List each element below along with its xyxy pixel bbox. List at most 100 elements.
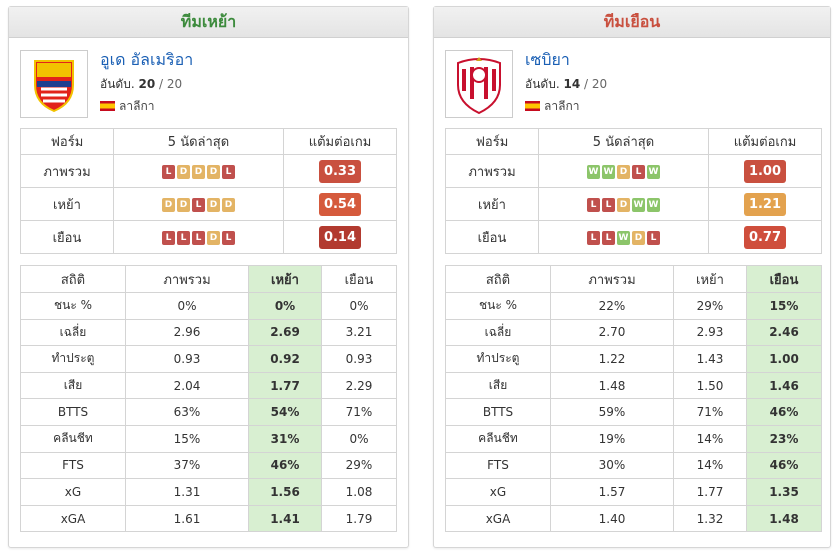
stat-value: 2.70 [550,318,674,347]
stat-value: 2.96 [125,318,249,347]
form-badge: W [617,231,630,245]
ppg-badge: 0.14 [318,225,362,249]
form-badge: L [587,231,600,245]
stat-value: 23% [746,424,822,453]
rank-label: อันดับ. [525,77,560,91]
form-badge: L [222,165,235,179]
form-badge: L [602,198,615,212]
ppg-cell: 0.77 [708,220,822,254]
form-badge: W [602,165,615,179]
stats-table: สถิติ ภาพรวม เหย้า เยือน ชนะ % 22% 29% 15% เฉลี่… [445,265,822,533]
header-cell: สถิติ [20,265,126,293]
form-badge: L [162,231,175,245]
stats-row: BTTS 59% 71% 46% [445,398,822,426]
form-badge: L [602,231,615,245]
form-badge: D [207,198,220,212]
form-badge: D [632,231,645,245]
flag [100,101,115,111]
form-row: เหย้า L L D W W 1.21 [445,187,822,221]
team-logo [445,50,513,118]
header-cell: สถิติ [445,265,551,293]
form-badge: D [222,198,235,212]
stat-value: 15% [746,292,822,320]
stat-value: 59% [550,398,674,426]
stat-value: 2.29 [321,371,397,400]
form-badge: L [192,198,205,212]
rank-label: อันดับ. [100,77,135,91]
stat-value: 1.40 [550,504,674,533]
form-table: ฟอร์ม 5 นัดล่าสุด แต้มต่อเกม ภาพรวม W W D L W 1.0… [445,128,822,254]
stats-row: เฉลี่ย 2.96 2.69 3.21 [20,318,397,347]
stat-value: 2.93 [673,318,747,347]
header-cell: เหย้า [248,265,322,293]
league: ลาลีกา [525,97,579,116]
stat-value: 19% [550,424,674,453]
stat-value: 46% [746,398,822,426]
team-logo [20,50,88,118]
away-panel: ทีมเยือน เซบิยา อันดับ. 14 / 20 ลาลีกา ฟอร์ม… [433,6,831,548]
league-name: ลาลีกา [119,99,155,113]
form-badge: W [647,165,660,179]
header-cell: ฟอร์ม [20,128,114,155]
form-badge: D [192,165,205,179]
rank-total: / 20 [159,77,183,91]
stat-value: 1.00 [746,345,822,373]
form-badge: L [632,165,645,179]
form-badge: W [587,165,600,179]
home-panel: ทีมเหย้า อูเด อัลเมริอา อันดับ. 20 / 20 ลาล… [8,6,409,548]
stat-value: 63% [125,398,249,426]
stat-value: 1.77 [673,478,747,506]
form-row: เยือน L L W D L 0.77 [445,220,822,254]
form-badge: D [177,165,190,179]
stats-row: คลีนชีท 15% 31% 0% [20,424,397,453]
stats-row: FTS 30% 14% 46% [445,451,822,480]
ppg-cell: 0.14 [283,220,397,254]
stat-label: เฉลี่ย [20,318,126,347]
form-row: เหย้า D D L D D 0.54 [20,187,397,221]
stats-row: คลีนชีท 19% 14% 23% [445,424,822,453]
stat-value: 30% [550,451,674,480]
team-name: อูเด อัลเมริอา [100,50,194,69]
stat-label: คลีนชีท [20,424,126,453]
stats-row: ทำประตู 1.22 1.43 1.00 [445,345,822,373]
stat-value: 1.22 [550,345,674,373]
stat-value: 0% [125,292,249,320]
form-badge: W [632,198,645,212]
stat-value: 46% [248,451,322,480]
stat-value: 1.41 [248,504,322,533]
form-table: ฟอร์ม 5 นัดล่าสุด แต้มต่อเกม ภาพรวม L D D D L 0.3… [20,128,397,254]
ppg-cell: 0.54 [283,187,397,221]
rank-total: / 20 [584,77,608,91]
stat-label: xG [20,478,126,506]
stat-value: 1.57 [550,478,674,506]
stat-value: 0.92 [248,345,322,373]
stat-value: 1.56 [248,478,322,506]
header-row: ฟอร์ม 5 นัดล่าสุด แต้มต่อเกม [20,128,397,155]
stat-value: 46% [746,451,822,480]
form-badge: D [617,198,630,212]
header-cell: ภาพรวม [550,265,674,293]
stat-label: ทำประตู [445,345,551,373]
rank: อันดับ. 14 / 20 [525,75,607,94]
stat-label: BTTS [20,398,126,426]
stat-label: FTS [445,451,551,480]
stat-value: 0% [248,292,322,320]
row-label: เหย้า [20,187,114,221]
row-label: เยือน [20,220,114,254]
stat-value: 1.79 [321,504,397,533]
header-row: ฟอร์ม 5 นัดล่าสุด แต้มต่อเกม [445,128,822,155]
stat-value: 1.31 [125,478,249,506]
stat-label: คลีนชีท [445,424,551,453]
stat-label: เสีย [445,371,551,400]
rank-value: 14 [563,77,581,91]
form-badge: D [207,231,220,245]
stat-label: xG [445,478,551,506]
header-row: สถิติ ภาพรวม เหย้า เยือน [445,265,822,293]
panel-title: ทีมเหย้า [9,7,408,38]
stat-value: 1.50 [673,371,747,400]
